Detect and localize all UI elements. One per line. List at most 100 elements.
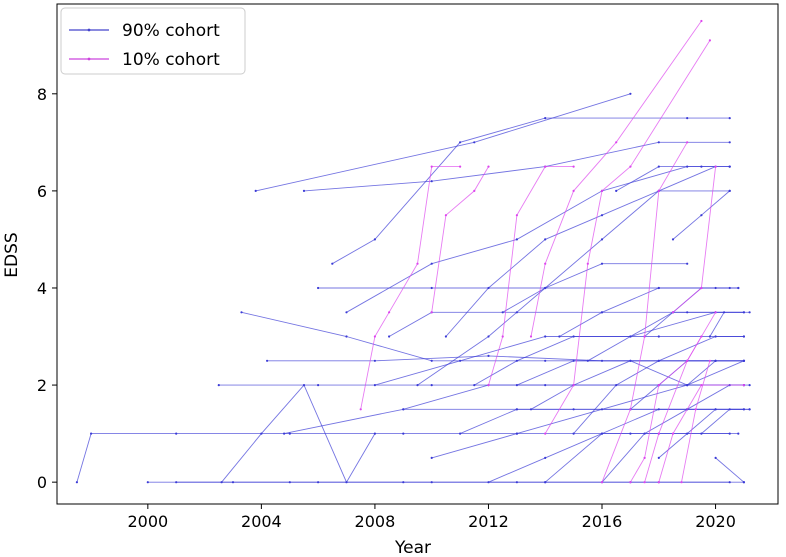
data-point — [146, 481, 149, 484]
data-point — [700, 432, 703, 435]
data-point — [430, 359, 433, 362]
data-point — [586, 262, 589, 265]
trajectory-line — [715, 457, 745, 483]
data-point — [515, 384, 519, 387]
plot-area — [75, 19, 751, 484]
data-point — [686, 262, 689, 265]
data-point — [515, 238, 519, 241]
data-point — [373, 432, 376, 435]
data-point — [694, 408, 697, 411]
data-point — [175, 432, 178, 435]
data-point — [544, 165, 547, 168]
data-point — [708, 39, 712, 42]
data-point — [728, 189, 731, 192]
legend: 90% cohort 10% cohort — [60, 7, 246, 75]
data-point — [544, 481, 547, 484]
trajectory-line — [658, 384, 744, 483]
x-tick-label: 2004 — [241, 512, 282, 531]
data-point — [473, 384, 476, 387]
data-point — [572, 432, 575, 435]
data-point — [444, 335, 447, 338]
legend-marker-10 — [87, 57, 91, 61]
data-point — [657, 189, 660, 192]
data-point — [487, 384, 490, 387]
data-point — [742, 335, 746, 338]
x-tick-label: 2008 — [355, 512, 396, 531]
data-point — [373, 359, 376, 362]
x-tick-label: 2020 — [695, 512, 736, 531]
data-point — [657, 384, 660, 387]
data-point — [742, 384, 746, 387]
data-point — [317, 384, 320, 387]
data-point — [473, 141, 476, 144]
trajectory-line — [267, 355, 716, 362]
data-point — [501, 311, 504, 314]
data-point — [615, 141, 618, 144]
data-point — [444, 214, 447, 217]
data-point — [373, 238, 376, 241]
axes: 2000 2004 2008 2012 2016 2020 0 2 4 6 8 — [37, 85, 736, 531]
data-point — [728, 141, 731, 144]
data-point — [572, 359, 575, 362]
data-point — [671, 432, 675, 435]
data-point — [544, 432, 547, 435]
data-point — [473, 189, 476, 192]
data-point — [430, 384, 433, 387]
data-point — [629, 408, 632, 411]
data-point — [544, 286, 547, 290]
data-point — [288, 481, 291, 484]
data-point — [700, 286, 703, 290]
data-point — [544, 456, 547, 459]
data-point — [544, 262, 547, 265]
data-point — [708, 335, 712, 338]
data-point — [657, 165, 660, 168]
trajectory-line — [544, 408, 716, 483]
trajectory-line — [644, 336, 702, 483]
data-point — [728, 432, 731, 435]
data-point — [629, 359, 632, 362]
data-point — [657, 286, 660, 290]
data-point — [572, 335, 575, 338]
series-10-cohort — [359, 19, 746, 484]
data-point — [302, 189, 306, 192]
data-point — [487, 165, 490, 168]
data-point — [748, 311, 751, 314]
trajectory-line — [332, 117, 730, 265]
data-point — [643, 335, 646, 338]
data-point — [430, 262, 433, 265]
data-point — [700, 214, 703, 217]
data-point — [615, 189, 618, 192]
data-point — [430, 311, 433, 314]
data-point — [714, 311, 717, 314]
legend-marker-90 — [87, 28, 91, 32]
data-point — [700, 384, 703, 387]
data-point — [728, 286, 731, 290]
data-point — [515, 481, 519, 484]
data-point — [402, 408, 405, 411]
data-point — [90, 432, 93, 435]
data-point — [657, 481, 660, 484]
data-point — [345, 335, 348, 338]
data-point — [643, 432, 646, 435]
data-point — [544, 335, 547, 338]
data-point — [742, 481, 746, 484]
trajectory-line — [360, 166, 461, 410]
data-point — [657, 408, 660, 411]
data-point — [600, 432, 604, 435]
trajectory-line — [374, 311, 744, 386]
data-point — [345, 311, 348, 314]
data-point — [700, 165, 703, 168]
data-point — [430, 456, 433, 459]
data-point — [728, 481, 731, 484]
y-tick-label: 2 — [37, 376, 47, 395]
data-point — [600, 238, 604, 241]
data-point — [331, 262, 334, 265]
data-point — [459, 141, 462, 144]
data-point — [572, 384, 575, 387]
y-tick-label: 8 — [37, 85, 47, 104]
data-point — [657, 141, 660, 144]
data-point — [714, 165, 717, 168]
data-point — [558, 335, 561, 338]
data-point — [714, 335, 717, 338]
data-point — [359, 408, 362, 411]
